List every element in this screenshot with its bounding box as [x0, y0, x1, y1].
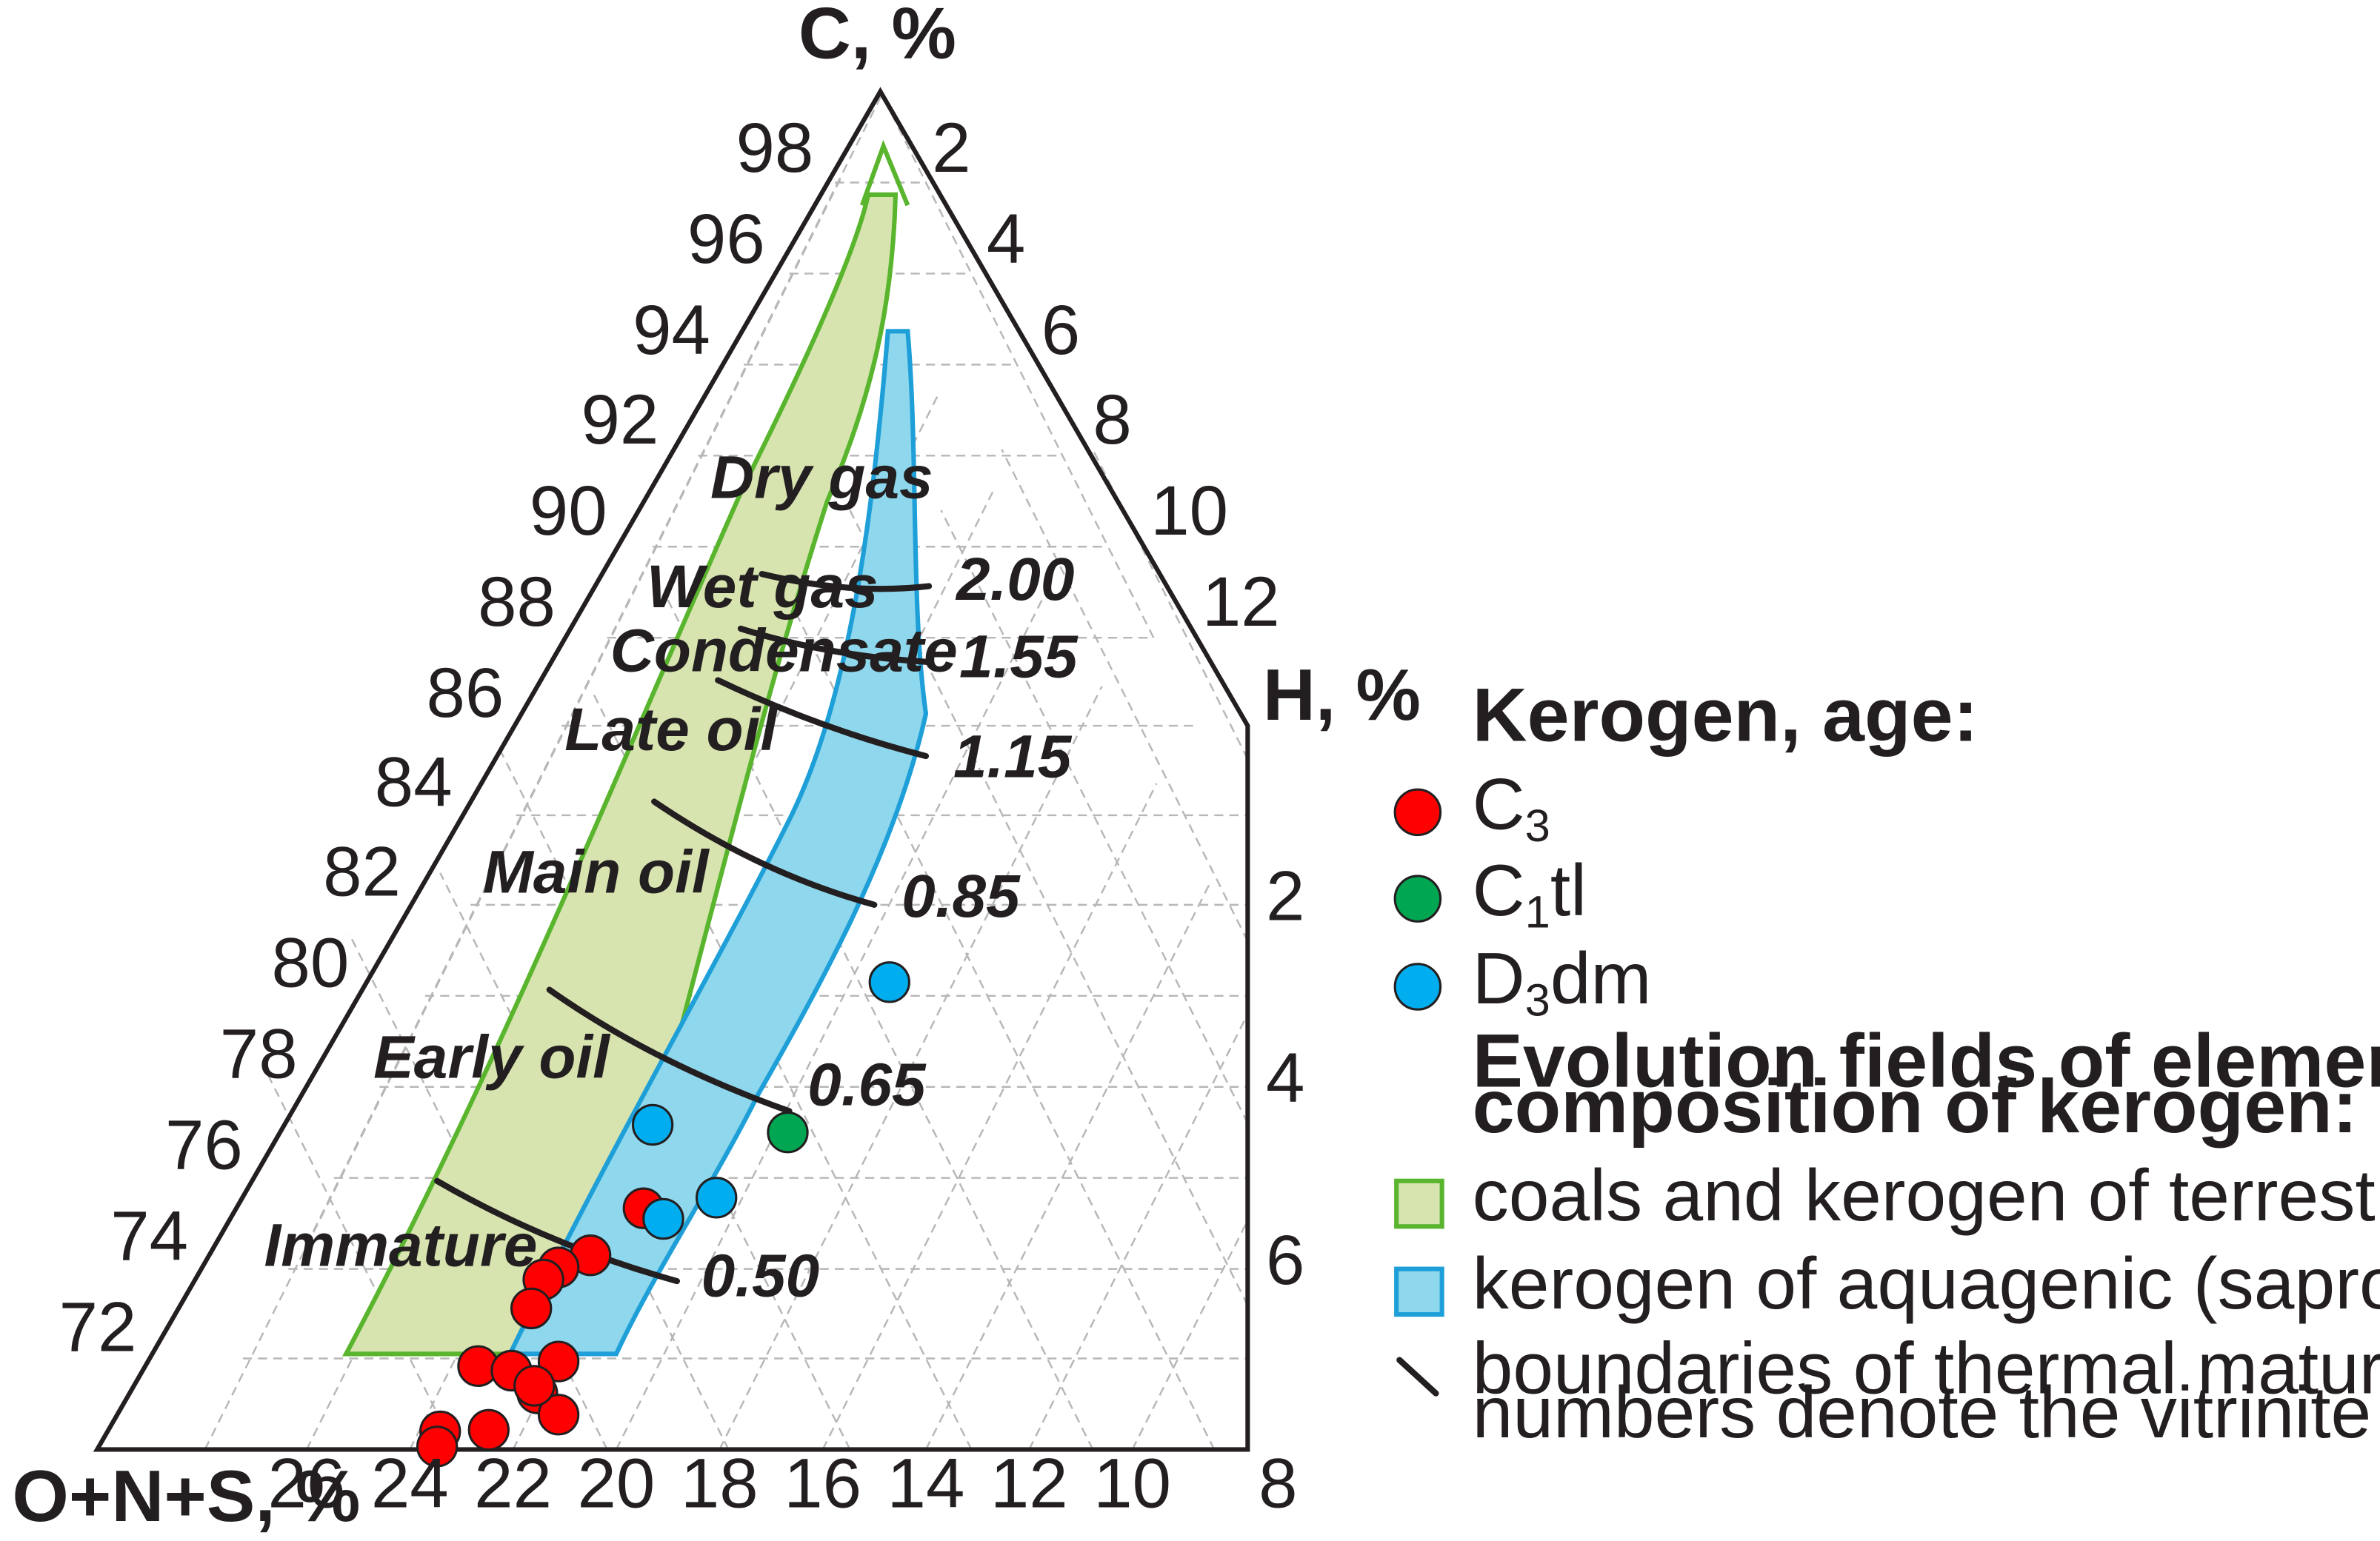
o-tick: 26 [267, 1444, 345, 1522]
o-ticks: 26 24 22 20 18 16 14 12 10 8 [267, 1444, 1297, 1522]
h-tick: 6 [1041, 291, 1080, 369]
point-c1tl [767, 1112, 809, 1154]
h-tick: 12 [1202, 563, 1280, 641]
legend-marker-c3 [1393, 788, 1442, 837]
point-d3dm [696, 1177, 738, 1219]
c-tick: 78 [220, 1014, 298, 1092]
h-tick: 2 [932, 109, 970, 187]
c-tick: 96 [687, 200, 765, 278]
h-tick: 2 [1266, 857, 1304, 935]
c-tick: 86 [426, 654, 504, 732]
c-tick: 88 [478, 563, 556, 641]
o-tick: 16 [784, 1444, 861, 1522]
humic-evolution-arrow [859, 139, 910, 207]
o-tick: 20 [578, 1444, 656, 1522]
point-c3 [513, 1365, 556, 1407]
c-tick: 92 [581, 381, 659, 458]
legend-fields-title: Evolution fields of elemental [1473, 1018, 2380, 1103]
c-tick: 84 [375, 743, 453, 821]
h-tick: 6 [1266, 1221, 1304, 1299]
point-c3 [537, 1394, 580, 1436]
c-ticks: 98 96 94 92 90 88 86 84 82 80 78 76 74 7… [59, 109, 814, 1365]
legend-item-c1tl: C1tl [1473, 849, 1587, 937]
zone-label: Immature [264, 1212, 538, 1280]
zone-label: Wet gas [647, 553, 879, 621]
o-tick: 10 [1093, 1444, 1171, 1522]
ro-label: 0.85 [901, 863, 1021, 930]
legend-marker-d3dm [1393, 963, 1442, 1011]
ro-label: 1.55 [959, 623, 1079, 690]
zone-label: Early oil [373, 1023, 611, 1091]
boundary-0.50 [434, 1177, 680, 1285]
h-tick: 4 [1266, 1039, 1304, 1117]
c-tick: 76 [165, 1106, 243, 1183]
point-d3dm [642, 1197, 684, 1240]
c-tick: 90 [530, 472, 607, 549]
o-tick: 18 [681, 1444, 759, 1522]
c-tick: 98 [736, 109, 813, 187]
c-tick: 82 [323, 833, 401, 911]
h-tick: 8 [1093, 381, 1131, 458]
c-tick: 94 [633, 291, 710, 369]
o-tick: 24 [371, 1444, 449, 1522]
maturity-boundaries [434, 571, 933, 1285]
boundary-1.55 [737, 625, 933, 666]
legend-boundary-line [1396, 1357, 1439, 1397]
legend-humic-label: coals and kerogen of terrestrial (humic)… [1473, 1154, 2380, 1236]
point-c3 [510, 1287, 553, 1330]
c-tick: 72 [59, 1288, 137, 1365]
triangle-frame [93, 87, 1250, 1452]
point-c3 [416, 1425, 459, 1468]
zone-label: Main oil [483, 838, 710, 906]
o-axis-title: O+N+S, % [12, 1455, 360, 1537]
legend-sapropelic-label: kerogen of aquagenic (sapropelic) type [1473, 1243, 2380, 1324]
legend-swatch-sapropelic [1394, 1266, 1444, 1317]
h-tick: 10 [1150, 472, 1228, 549]
h-ticks-upper: 2 4 6 8 10 12 [932, 109, 1280, 641]
zone-label: Dry gas [710, 444, 933, 512]
legend-fields-title-2: composition of kerogen: [1473, 1063, 2358, 1149]
o-tick: 14 [887, 1444, 965, 1522]
c-tick: 80 [271, 923, 349, 1001]
o-tick: 22 [474, 1444, 552, 1522]
ro-label: 0.65 [807, 1051, 927, 1118]
h-ticks-lower: 2 4 6 [1266, 857, 1304, 1299]
o-tick: 12 [990, 1444, 1068, 1522]
h-axis-title: H, % [1263, 654, 1421, 735]
boundary-2.00 [759, 571, 933, 592]
point-c3 [467, 1408, 510, 1451]
legend-title: Kerogen, age: [1473, 672, 1979, 758]
point-d3dm [631, 1103, 674, 1146]
legend: Kerogen, age: C3 C1tl D3dm Evolution fie… [1393, 672, 2380, 1453]
zone-label: Late oil [564, 696, 779, 763]
points-C3 [416, 1187, 664, 1468]
c-tick: 74 [110, 1197, 188, 1274]
c-axis-title: C, % [799, 0, 956, 73]
h-tick: 4 [987, 200, 1025, 278]
humic-field [342, 192, 899, 1357]
legend-boundary-label-2: numbers denote the vitrinite reflectance… [1473, 1371, 2380, 1453]
ro-label: 0.50 [701, 1243, 820, 1310]
legend-marker-c1tl [1393, 875, 1442, 923]
ro-label: 1.15 [953, 723, 1073, 791]
legend-boundary-label: boundaries of thermal maturity of keroge… [1473, 1328, 2380, 1409]
boundary-0.85 [651, 798, 878, 908]
o-tick: 8 [1259, 1444, 1297, 1522]
point-d3dm [868, 961, 910, 1003]
points-D3dm [631, 961, 910, 1240]
legend-item-d3dm: D3dm [1473, 937, 1652, 1026]
legend-swatch-humic [1394, 1178, 1444, 1229]
ro-label: 2.00 [955, 546, 1075, 613]
boundary-1.15 [715, 677, 930, 760]
legend-item-c3: C3 [1473, 763, 1550, 851]
zone-label: Condensate [610, 617, 958, 684]
boundary-0.65 [546, 986, 793, 1114]
